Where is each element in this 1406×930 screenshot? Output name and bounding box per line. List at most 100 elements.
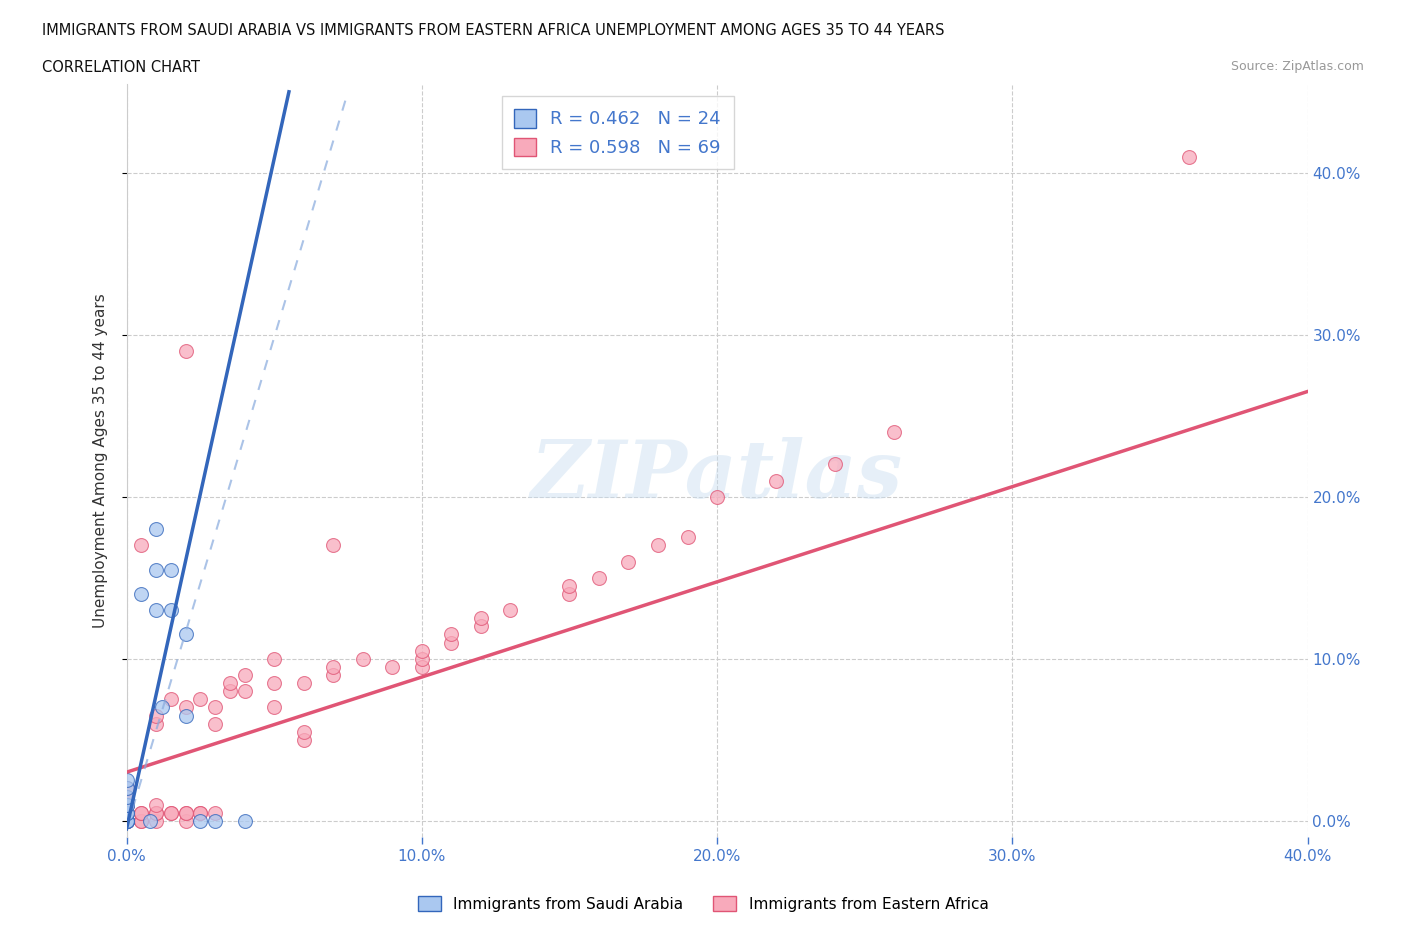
Point: [188, 814, 211, 829]
Point: [174, 708, 197, 723]
Point: [263, 651, 285, 666]
Point: [765, 473, 787, 488]
Y-axis label: Unemployment Among Ages 35 to 44 years: Unemployment Among Ages 35 to 44 years: [93, 293, 108, 628]
Point: [411, 659, 433, 674]
Point: [145, 522, 167, 537]
Point: [233, 684, 256, 698]
Point: [145, 814, 167, 829]
Point: [159, 805, 183, 820]
Point: [352, 651, 374, 666]
Point: [499, 603, 522, 618]
Point: [233, 668, 256, 683]
Point: [139, 814, 162, 829]
Point: [292, 732, 315, 747]
Point: [263, 676, 285, 691]
Point: [115, 814, 138, 829]
Point: [188, 692, 211, 707]
Point: [558, 578, 581, 593]
Point: [174, 805, 197, 820]
Point: [129, 805, 153, 820]
Point: [145, 797, 167, 812]
Point: [706, 489, 728, 504]
Point: [204, 805, 226, 820]
Point: [174, 814, 197, 829]
Point: [676, 530, 699, 545]
Point: [159, 805, 183, 820]
Point: [292, 676, 315, 691]
Text: IMMIGRANTS FROM SAUDI ARABIA VS IMMIGRANTS FROM EASTERN AFRICA UNEMPLOYMENT AMON: IMMIGRANTS FROM SAUDI ARABIA VS IMMIGRAN…: [42, 23, 945, 38]
Point: [188, 805, 211, 820]
Point: [322, 659, 344, 674]
Point: [115, 797, 138, 812]
Point: [115, 797, 138, 812]
Point: [115, 805, 138, 820]
Point: [115, 805, 138, 820]
Point: [115, 789, 138, 804]
Point: [470, 611, 492, 626]
Point: [150, 700, 173, 715]
Point: [145, 805, 167, 820]
Point: [115, 797, 138, 812]
Point: [145, 805, 167, 820]
Point: [129, 814, 153, 829]
Text: Source: ZipAtlas.com: Source: ZipAtlas.com: [1230, 60, 1364, 73]
Point: [145, 716, 167, 731]
Point: [174, 343, 197, 358]
Point: [174, 627, 197, 642]
Point: [115, 805, 138, 820]
Point: [145, 708, 167, 723]
Point: [204, 716, 226, 731]
Point: [115, 814, 138, 829]
Point: [115, 773, 138, 788]
Point: [115, 789, 138, 804]
Point: [219, 684, 242, 698]
Point: [174, 700, 197, 715]
Point: [129, 805, 153, 820]
Point: [115, 781, 138, 796]
Point: [322, 668, 344, 683]
Point: [115, 797, 138, 812]
Point: [129, 814, 153, 829]
Point: [145, 563, 167, 578]
Point: [159, 563, 183, 578]
Point: [129, 587, 153, 602]
Point: [381, 659, 404, 674]
Point: [219, 676, 242, 691]
Point: [558, 587, 581, 602]
Point: [129, 538, 153, 552]
Legend: R = 0.462   N = 24, R = 0.598   N = 69: R = 0.462 N = 24, R = 0.598 N = 69: [502, 97, 734, 169]
Point: [159, 603, 183, 618]
Text: ZIPatlas: ZIPatlas: [531, 437, 903, 514]
Point: [233, 814, 256, 829]
Point: [115, 814, 138, 829]
Point: [159, 692, 183, 707]
Point: [588, 570, 610, 585]
Point: [188, 805, 211, 820]
Point: [440, 627, 463, 642]
Point: [263, 700, 285, 715]
Point: [115, 805, 138, 820]
Point: [115, 814, 138, 829]
Point: [145, 603, 167, 618]
Point: [647, 538, 669, 552]
Point: [115, 781, 138, 796]
Point: [115, 789, 138, 804]
Point: [1178, 149, 1201, 164]
Point: [322, 538, 344, 552]
Point: [204, 814, 226, 829]
Point: [115, 814, 138, 829]
Point: [470, 619, 492, 634]
Point: [883, 425, 905, 440]
Point: [824, 457, 846, 472]
Point: [411, 644, 433, 658]
Point: [204, 700, 226, 715]
Legend: Immigrants from Saudi Arabia, Immigrants from Eastern Africa: Immigrants from Saudi Arabia, Immigrants…: [412, 889, 994, 918]
Point: [174, 805, 197, 820]
Point: [115, 814, 138, 829]
Point: [617, 554, 640, 569]
Point: [115, 814, 138, 829]
Text: CORRELATION CHART: CORRELATION CHART: [42, 60, 200, 75]
Point: [440, 635, 463, 650]
Point: [411, 651, 433, 666]
Point: [292, 724, 315, 739]
